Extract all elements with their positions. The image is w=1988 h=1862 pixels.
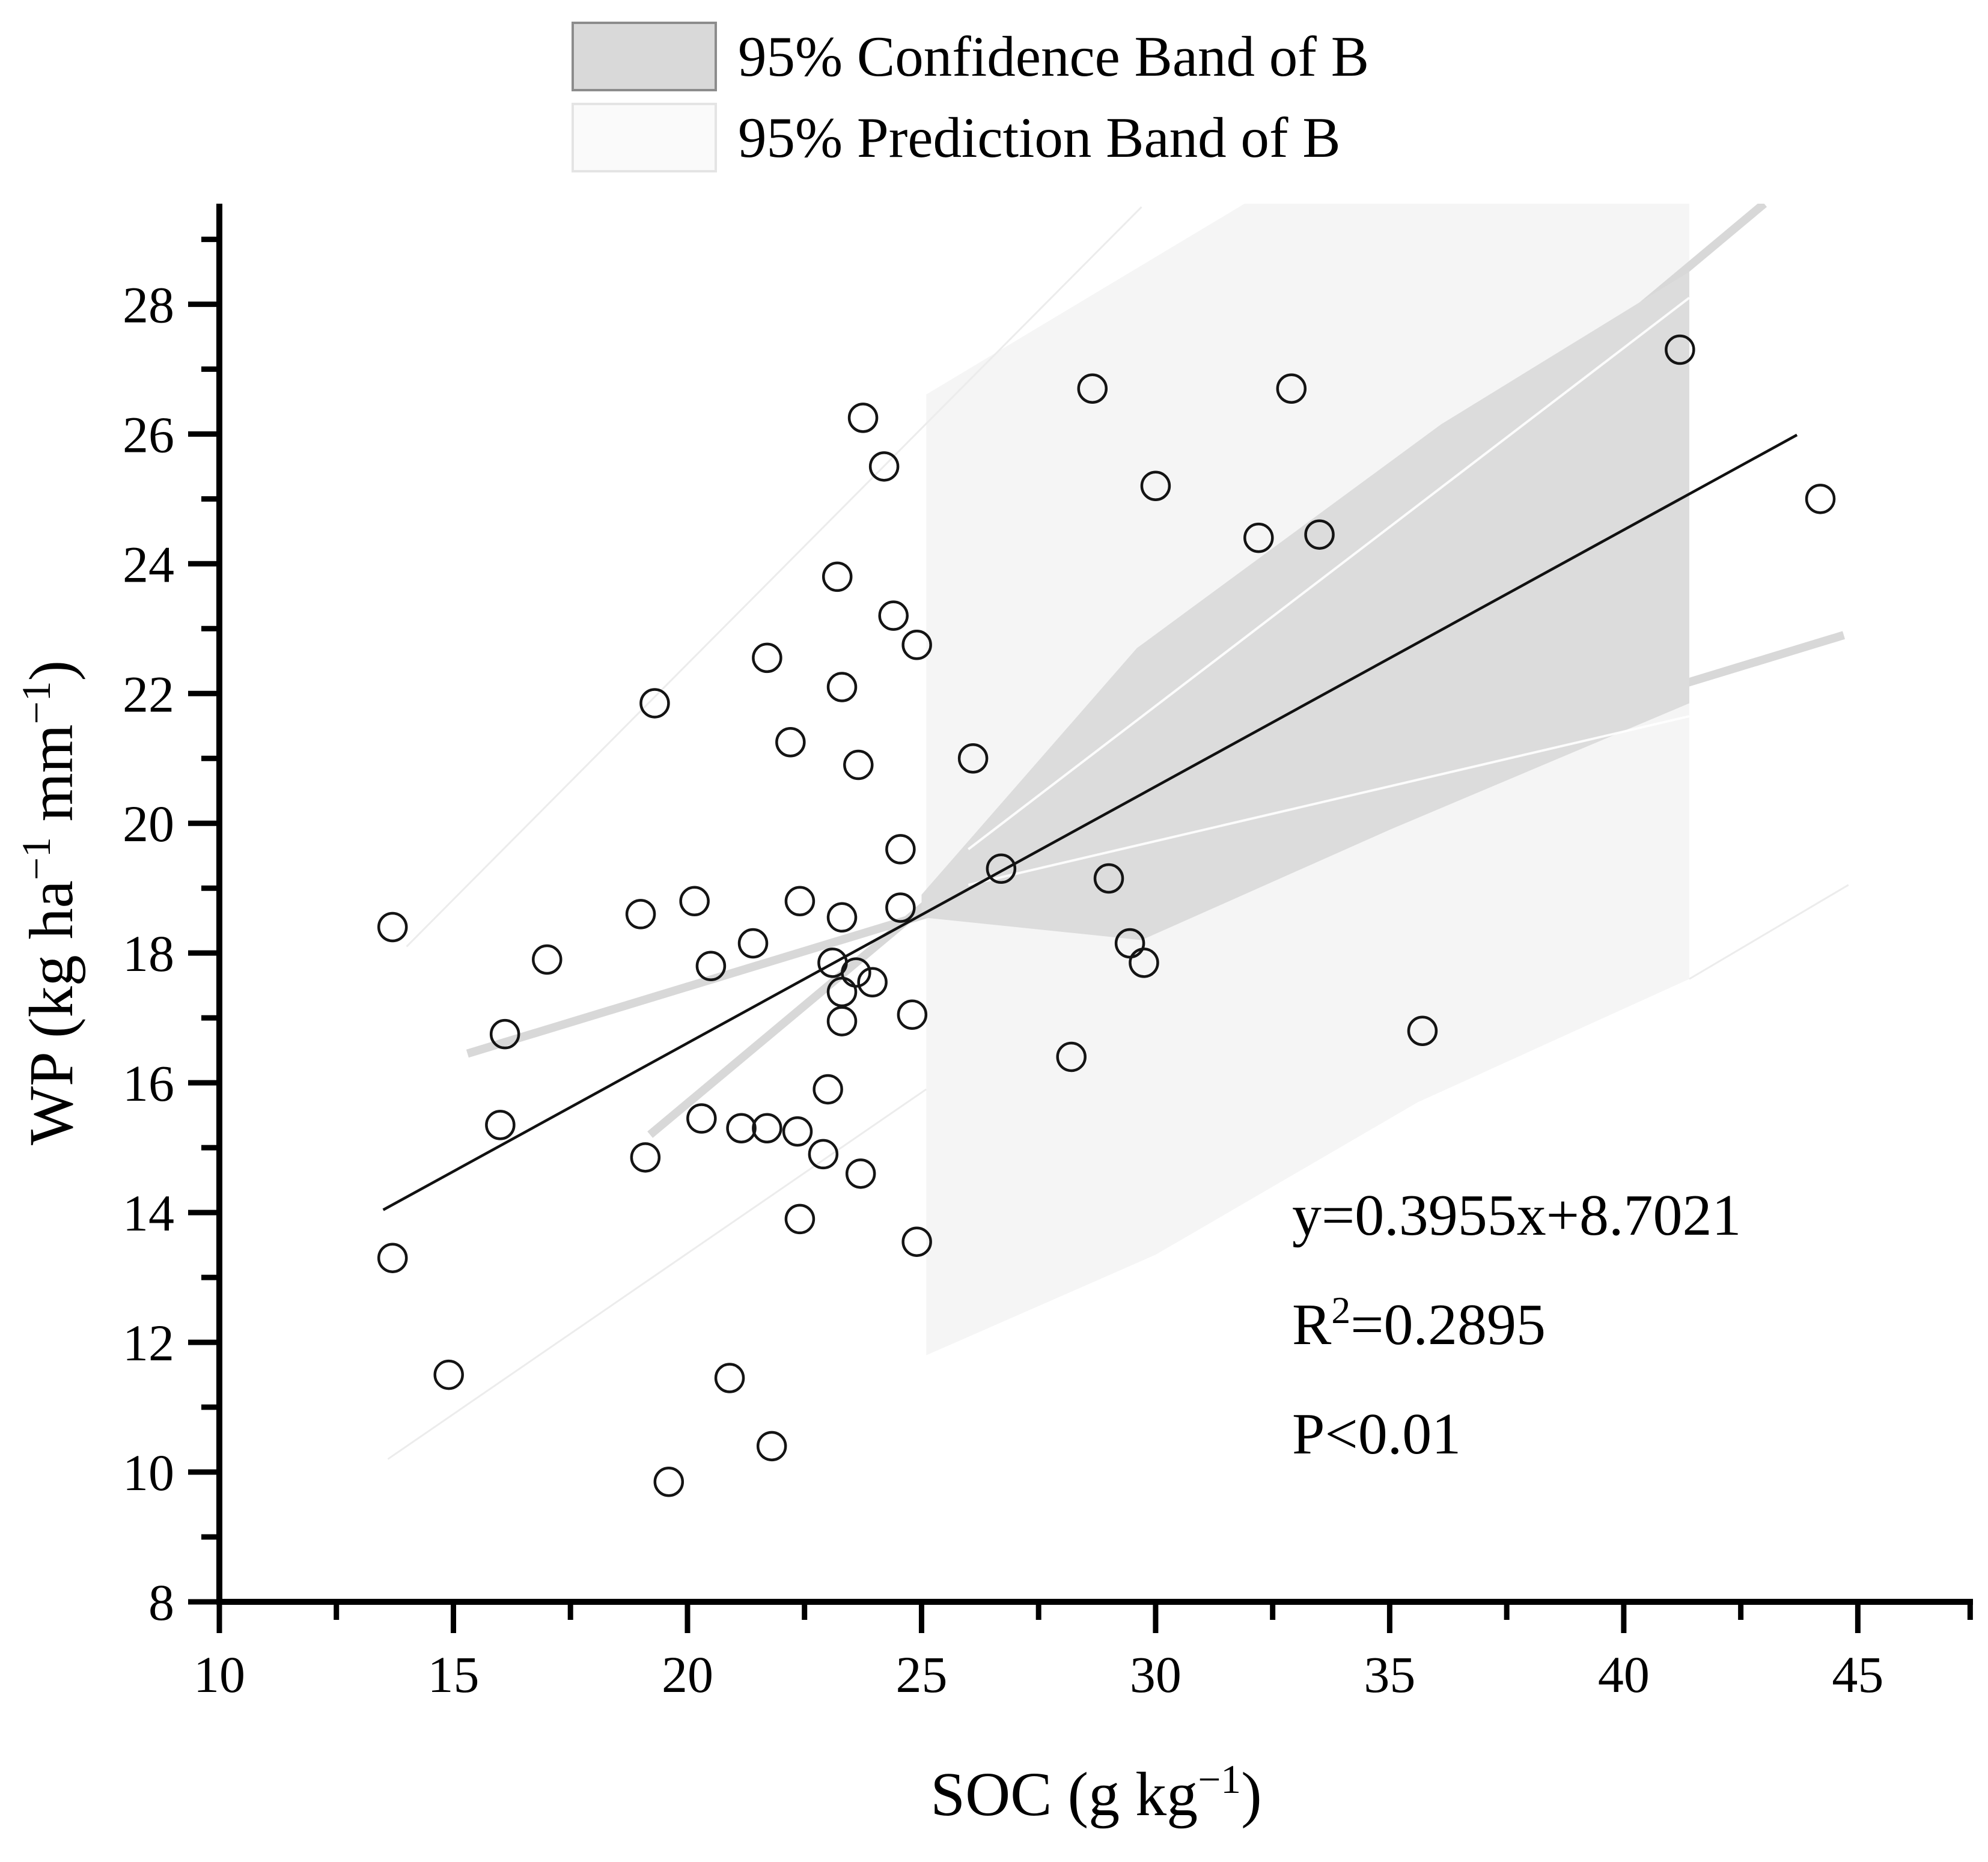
- faint-band-boundary-1: [406, 206, 1142, 948]
- data-point: [808, 1139, 839, 1170]
- data-point: [901, 630, 932, 660]
- axis-labels-group: 10 15 20 25 30 35 40 45 8 10 12 14 16 18 20 22 24 26 28 SOC…: [14, 276, 1884, 1829]
- y-tick-label: 22: [123, 665, 174, 723]
- data-point: [639, 688, 670, 719]
- y-tick-label: 16: [123, 1054, 174, 1112]
- data-point: [1056, 1041, 1087, 1072]
- legend-label: 95% Confidence Band of B: [738, 25, 1369, 88]
- x-tick-label: 20: [662, 1646, 713, 1703]
- data-point: [653, 1466, 685, 1497]
- y-tick-label: 8: [148, 1574, 174, 1631]
- y-tick-label: 20: [123, 795, 174, 853]
- data-point: [377, 911, 408, 943]
- x-tick-label: 30: [1130, 1646, 1182, 1703]
- legend-swatch-prediction: [572, 103, 717, 172]
- data-point: [826, 976, 858, 1008]
- x-tick-label: 15: [427, 1646, 479, 1703]
- legend-group: 95% Confidence Band of B 95% Prediction B…: [572, 22, 1369, 172]
- data-point: [784, 1203, 816, 1235]
- data-point: [532, 944, 563, 975]
- band-white-streak-1: [968, 715, 1690, 886]
- legend-swatch-confidence: [572, 22, 717, 91]
- data-point: [752, 1113, 782, 1143]
- data-point: [377, 1243, 408, 1273]
- data-point: [737, 928, 769, 959]
- data-point: [897, 999, 928, 1030]
- data-point: [1243, 522, 1274, 553]
- x-tick-label: 25: [895, 1646, 947, 1703]
- data-point: [1093, 863, 1124, 894]
- regression-line: [382, 433, 1798, 1211]
- y-tick-label: 18: [123, 925, 174, 982]
- data-point: [813, 1074, 843, 1105]
- data-point: [901, 1226, 932, 1257]
- data-point: [845, 1158, 876, 1189]
- data-point: [695, 951, 727, 982]
- equation-line-1: y=0.3955x+8.7021: [1292, 1183, 1742, 1248]
- data-point: [775, 726, 806, 758]
- x-tick-label: 45: [1832, 1646, 1883, 1703]
- data-point: [714, 1363, 745, 1393]
- data-point: [1304, 519, 1335, 550]
- data-point: [857, 967, 888, 998]
- data-point: [868, 451, 900, 482]
- data-point: [1805, 484, 1836, 514]
- data-point: [826, 1006, 858, 1036]
- data-point: [782, 1116, 813, 1147]
- data-point: [726, 1113, 757, 1143]
- data-point: [1077, 373, 1108, 404]
- data-point: [878, 600, 909, 631]
- data-point: [630, 1142, 661, 1173]
- equation-annotation-group: y=0.3955x+8.7021 R2=0.2895 P<0.01: [1292, 1183, 1742, 1467]
- confidence-band: [921, 272, 1689, 940]
- data-point: [1407, 1015, 1438, 1047]
- x-axis-title: SOC (g kg−1): [930, 1757, 1262, 1830]
- data-point: [1129, 948, 1159, 978]
- band-fills-group: [387, 204, 1849, 1460]
- band-white-streak-0: [968, 296, 1691, 851]
- data-point: [885, 834, 916, 865]
- y-tick-label: 10: [123, 1444, 174, 1501]
- equation-line-2: R2=0.2895: [1292, 1289, 1546, 1358]
- data-point: [784, 886, 816, 917]
- y-tick-label: 28: [123, 276, 174, 333]
- data-point: [433, 1359, 464, 1390]
- data-point: [485, 1110, 516, 1140]
- data-point: [847, 403, 879, 433]
- y-tick-label: 14: [123, 1184, 174, 1242]
- data-point: [826, 672, 858, 702]
- legend-label: 95% Prediction Band of B: [738, 106, 1341, 169]
- data-point: [489, 1018, 520, 1050]
- data-point: [686, 1103, 717, 1134]
- data-point: [1665, 334, 1695, 365]
- data-point: [826, 902, 858, 933]
- data-point: [986, 853, 1017, 884]
- data-point: [625, 899, 656, 929]
- data-point: [843, 749, 874, 780]
- y-tick-label: 26: [123, 406, 174, 463]
- data-point: [957, 743, 989, 774]
- data-point: [1276, 373, 1307, 404]
- scatter-points-group: [377, 334, 1836, 1497]
- x-tick-label: 35: [1364, 1646, 1415, 1703]
- y-tick-label: 24: [123, 535, 174, 593]
- equation-line-3: P<0.01: [1292, 1402, 1461, 1467]
- data-point: [679, 886, 710, 917]
- x-tick-label: 10: [194, 1646, 245, 1703]
- data-point: [1140, 470, 1171, 501]
- faint-band-boundary-2: [1689, 884, 1849, 980]
- faint-band-boundary-0: [387, 1088, 927, 1460]
- data-point: [756, 1431, 787, 1462]
- regression-line-group: [382, 433, 1798, 1211]
- data-point: [822, 561, 853, 592]
- data-point: [885, 892, 916, 923]
- y-axis-title: WP (kg ha−1 mm−1): [14, 660, 87, 1145]
- axes-group: [188, 204, 1973, 1633]
- x-tick-label: 40: [1598, 1646, 1650, 1703]
- data-point: [752, 642, 782, 674]
- y-tick-label: 12: [123, 1314, 174, 1372]
